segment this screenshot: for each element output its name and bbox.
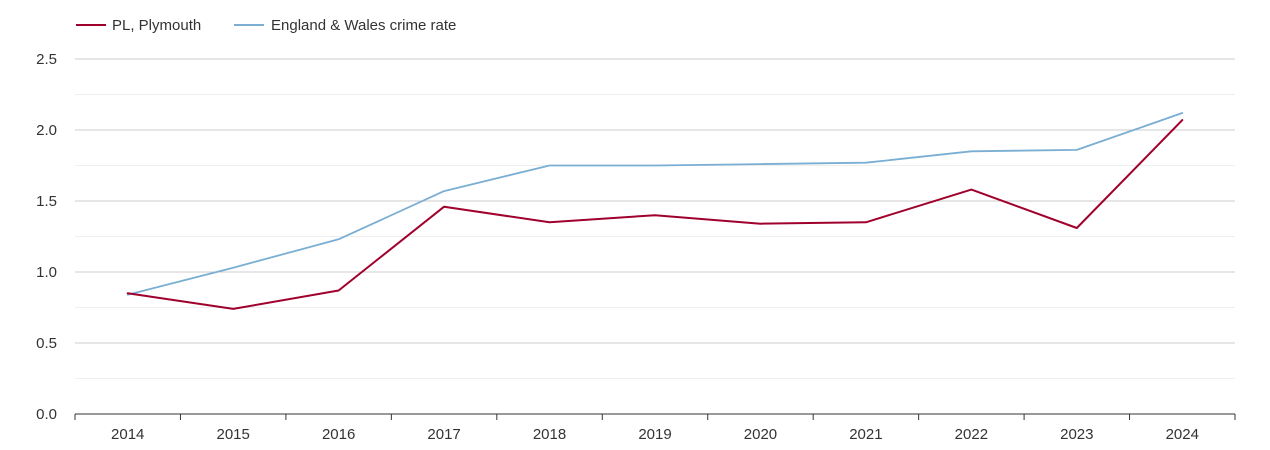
series-line-england-wales[interactable] <box>126 112 1184 296</box>
x-tick-label: 2016 <box>322 426 355 443</box>
x-tick-label: 2014 <box>111 426 144 443</box>
y-tick-label: 0.5 <box>36 335 57 352</box>
axis-layer: 0.0 0.5 1.0 1.5 2.0 2.5 2014 2015 2016 2017 2018 20… <box>36 51 1236 443</box>
x-tick-label: 2023 <box>1060 426 1093 443</box>
y-tick-label: 2.0 <box>36 122 57 139</box>
y-tick-label: 1.0 <box>36 264 57 281</box>
chart-legend: PL, Plymouth England & Wales crime rate <box>76 17 456 34</box>
y-tick-label: 2.5 <box>36 51 57 68</box>
x-tick-label: 2019 <box>638 426 671 443</box>
y-tick-label: 0.0 <box>36 406 57 423</box>
legend-label-england-wales: England & Wales crime rate <box>271 17 456 34</box>
x-tick-label: 2017 <box>427 426 460 443</box>
legend-item-plymouth[interactable]: PL, Plymouth <box>76 17 201 34</box>
grid-layer <box>75 58 1235 379</box>
x-tick-label: 2022 <box>955 426 988 443</box>
x-tick-label: 2015 <box>216 426 249 443</box>
y-tick-label: 1.5 <box>36 193 57 210</box>
x-tick-label: 2021 <box>849 426 882 443</box>
legend-item-england-wales[interactable]: England & Wales crime rate <box>234 17 456 34</box>
legend-label-plymouth: PL, Plymouth <box>112 17 201 34</box>
series-line-plymouth[interactable] <box>126 119 1184 310</box>
x-tick-label: 2024 <box>1166 426 1199 443</box>
x-tick-label: 2018 <box>533 426 566 443</box>
x-tick-label: 2020 <box>744 426 777 443</box>
series-layer <box>126 112 1184 310</box>
